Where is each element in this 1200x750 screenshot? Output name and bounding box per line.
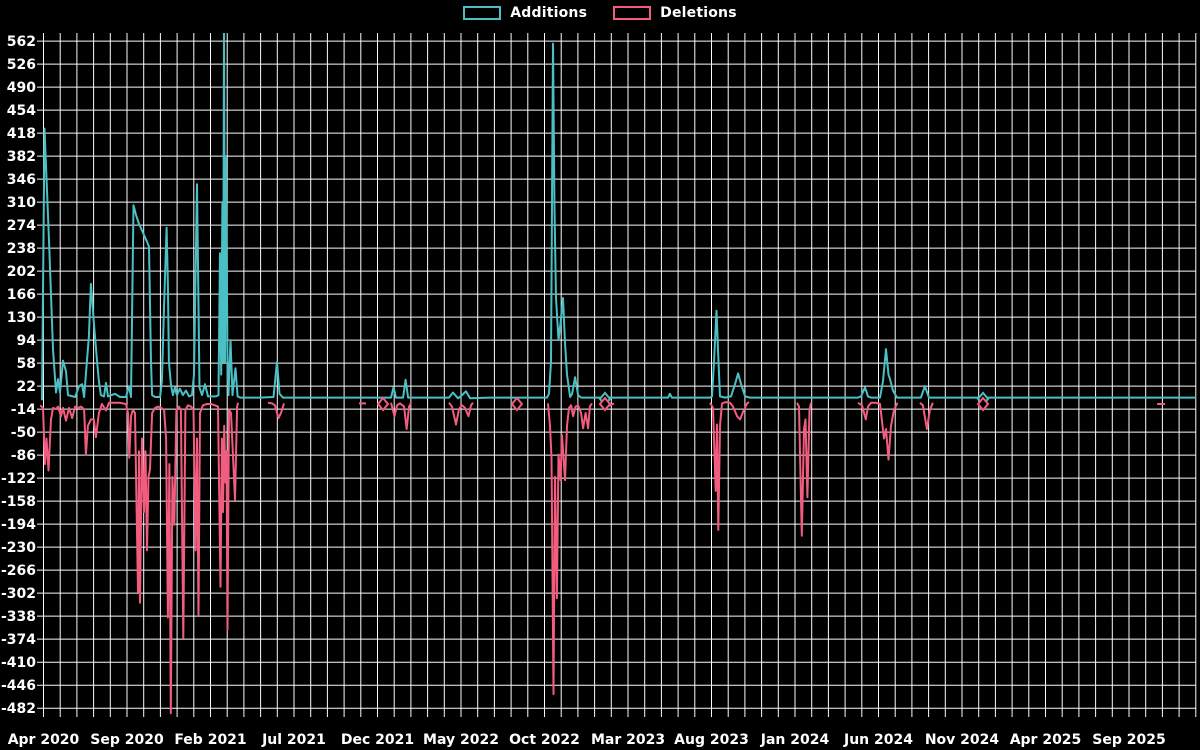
diamond-marker-icon: [598, 396, 612, 412]
deletions-segment: [709, 401, 750, 531]
deletions-segment: [919, 402, 934, 430]
x-tick-label: Mar 2023: [591, 732, 665, 748]
y-tick-label: 526: [7, 57, 36, 73]
deletions-segment: [547, 402, 593, 696]
legend-item-deletions[interactable]: Deletions: [613, 5, 737, 21]
x-tick-label: Aug 2023: [674, 732, 749, 748]
deletions-segment: [857, 401, 899, 461]
y-tick-label: 94: [17, 333, 37, 349]
additions-segment: [41, 33, 1196, 401]
deletions-segment: [267, 401, 285, 420]
y-tick-label: 238: [7, 241, 36, 257]
x-tick-label: Apr 2020: [8, 732, 80, 748]
y-tick-label: 382: [7, 149, 36, 165]
y-tick-label: -158: [1, 494, 36, 510]
x-tick-label: Sep 2020: [90, 732, 164, 748]
y-tick-label: -266: [1, 563, 36, 579]
y-tick-label: -482: [1, 701, 36, 717]
y-tick-label: -410: [1, 655, 36, 671]
y-tick-label: -302: [1, 586, 36, 602]
y-tick-labels: 562 526 490 454 418 382 346 310 274 238 202 166 130 9…: [1, 34, 36, 717]
y-tick-label: 22: [17, 379, 36, 395]
additions-swatch-icon: [463, 6, 502, 20]
legend-item-additions[interactable]: Additions: [463, 5, 587, 21]
y-tick-label: -446: [1, 678, 36, 694]
y-tick-label: -230: [1, 540, 36, 556]
y-tick-label: -50: [11, 425, 37, 441]
deletions-segment: [796, 402, 812, 537]
y-tick-label: 454: [7, 103, 36, 119]
x-tick-label: Jul 2021: [261, 732, 326, 748]
x-tick-label: Sep 2025: [1092, 732, 1165, 748]
y-tick-label: 58: [17, 356, 36, 372]
legend-label-additions: Additions: [510, 5, 588, 21]
x-tick-label: Oct 2022: [509, 732, 580, 748]
y-tick-label: -374: [1, 632, 36, 648]
y-tick-label: -194: [1, 517, 36, 533]
x-tick-label: Nov 2024: [925, 732, 1000, 748]
y-tick-label: -14: [11, 402, 37, 418]
x-tick-labels: Apr 2020 Sep 2020 Feb 2021 Jul 2021 Dec 2021…: [8, 732, 1166, 748]
y-tick-label: 562: [7, 34, 36, 50]
x-tick-label: Dec 2021: [341, 732, 414, 748]
deletions-segment: [40, 401, 240, 715]
x-tick-label: Jan 2024: [760, 732, 830, 748]
x-tick-label: May 2022: [423, 732, 499, 748]
y-tick-label: 166: [7, 287, 36, 303]
x-tick-label: Apr 2025: [1010, 732, 1082, 748]
y-tick-label: 274: [7, 218, 36, 234]
x-tick-label: Feb 2021: [174, 732, 246, 748]
additions-markers: [598, 391, 990, 407]
chart-legend: Additions Deletions: [0, 5, 1200, 21]
gridlines: [37, 33, 1197, 717]
y-tick-label: 130: [7, 310, 36, 326]
deletions-segment: [448, 402, 474, 426]
y-tick-label: 418: [7, 126, 36, 142]
diamond-marker-icon: [976, 396, 990, 412]
x-tick-label: Jun 2024: [843, 732, 913, 748]
deletions-markers: [376, 396, 990, 412]
diamond-marker-icon: [510, 396, 524, 412]
y-tick-label: -86: [11, 448, 36, 464]
deletions-swatch-icon: [613, 6, 652, 20]
legend-label-deletions: Deletions: [660, 5, 737, 21]
y-tick-label: 202: [7, 264, 36, 280]
y-tick-label: 490: [7, 80, 36, 96]
y-tick-label: -338: [1, 609, 36, 625]
diamond-marker-icon: [376, 396, 390, 412]
deletions-line: [40, 401, 1166, 715]
y-tick-label: 346: [7, 172, 36, 188]
y-tick-label: -122: [1, 471, 36, 487]
deletions-segment: [390, 402, 412, 430]
additions-line: [41, 33, 1196, 401]
y-tick-label: 310: [7, 195, 36, 211]
